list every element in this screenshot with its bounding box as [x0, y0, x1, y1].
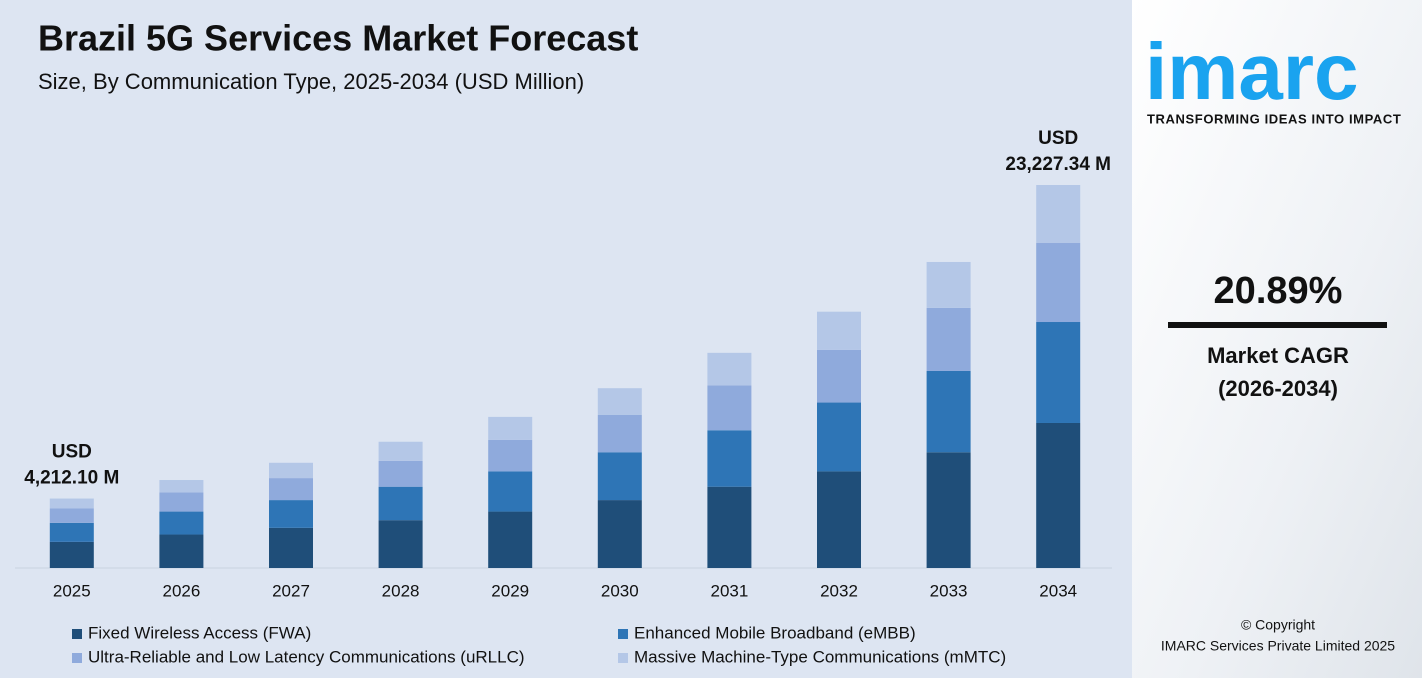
bar-segment: [488, 511, 533, 568]
bar-segment: [1036, 322, 1081, 423]
bar-segment: [1036, 422, 1081, 568]
bar-segment: [269, 462, 313, 479]
chart-title: Brazil 5G Services Market Forecast: [38, 18, 638, 59]
bar-segment: [597, 414, 642, 453]
legend-swatch: [72, 629, 82, 639]
x-tick-label: 2033: [930, 581, 968, 600]
bar-segment: [817, 471, 861, 568]
bar-segment: [926, 307, 971, 371]
bar-segment: [1036, 243, 1081, 323]
annotation-value: 4,212.10 M: [24, 468, 119, 489]
bar-segment: [159, 492, 204, 512]
bar-segment: [159, 534, 204, 568]
bar-segment: [926, 261, 971, 308]
x-tick-label: 2027: [272, 581, 310, 600]
cagr-divider: [1168, 322, 1387, 328]
annotation-value: 23,227.34 M: [1005, 154, 1111, 175]
bar-segment: [378, 441, 423, 461]
annotation-prefix: USD: [1038, 128, 1078, 149]
bar-segment: [707, 385, 752, 431]
x-tick-label: 2032: [820, 581, 858, 600]
x-tick-label: 2034: [1039, 581, 1077, 600]
bar-segment: [488, 416, 533, 440]
bar-segment: [597, 452, 642, 501]
company: IMARC Services Private Limited 2025: [1161, 638, 1395, 654]
bar-segment: [49, 508, 94, 523]
bar-segment: [269, 500, 313, 528]
cagr-period: (2026-2034): [1218, 376, 1338, 401]
side-background: [1132, 0, 1422, 678]
bar-segment: [378, 486, 423, 521]
bar-segment: [49, 541, 94, 568]
bar-segment: [926, 370, 971, 453]
legend-swatch: [72, 653, 82, 663]
bar-segment: [488, 439, 533, 472]
x-tick-label: 2028: [382, 581, 420, 600]
copyright: © Copyright: [1241, 617, 1315, 633]
legend-swatch: [618, 653, 628, 663]
bar-segment: [817, 311, 861, 350]
bar-segment: [159, 511, 204, 535]
legend-label: Ultra-Reliable and Low Latency Communica…: [88, 647, 525, 666]
bar-segment: [269, 478, 313, 501]
chart-subtitle: Size, By Communication Type, 2025-2034 (…: [38, 69, 584, 94]
bar-segment: [817, 349, 861, 403]
legend-label: Fixed Wireless Access (FWA): [88, 623, 311, 642]
bar-segment: [159, 480, 204, 493]
bar-segment: [817, 402, 861, 472]
bar-segment: [597, 388, 642, 415]
bar-segment: [926, 452, 971, 568]
bar-segment: [488, 471, 533, 512]
bar-segment: [49, 498, 94, 509]
x-tick-label: 2026: [162, 581, 200, 600]
x-tick-label: 2030: [601, 581, 639, 600]
bar-segment: [1036, 185, 1081, 244]
bar-segment: [597, 500, 642, 568]
cagr-value: 20.89%: [1214, 270, 1343, 312]
x-tick-label: 2031: [710, 581, 748, 600]
legend-label: Massive Machine-Type Communications (mMT…: [634, 647, 1006, 666]
cagr-label: Market CAGR: [1207, 343, 1349, 368]
legend-swatch: [618, 629, 628, 639]
bar-segment: [707, 486, 752, 568]
x-tick-label: 2029: [491, 581, 529, 600]
legend-label: Enhanced Mobile Broadband (eMBB): [634, 623, 916, 642]
bar-segment: [707, 430, 752, 487]
annotation-prefix: USD: [52, 442, 92, 463]
bar-segment: [269, 527, 313, 568]
x-tick-label: 2025: [53, 581, 91, 600]
bar-segment: [378, 520, 423, 568]
bar-segment: [378, 460, 423, 487]
bar-segment: [49, 522, 94, 542]
logo: imarc: [1145, 27, 1358, 116]
bar-segment: [707, 352, 752, 386]
tagline: TRANSFORMING IDEAS INTO IMPACT: [1147, 111, 1401, 126]
